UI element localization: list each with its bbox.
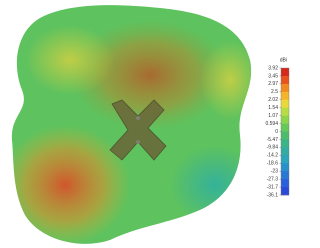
colorbar-segment <box>281 76 289 84</box>
colorbar-tick-label: -9.84 <box>267 145 279 151</box>
colorbar-tick-label: -23 <box>271 169 278 175</box>
colorbar-segment <box>281 155 289 163</box>
pattern-surface <box>0 5 260 245</box>
colorbar-segment <box>281 132 289 140</box>
colorbar-segment <box>281 116 289 124</box>
colorbar-tick-label: -31.7 <box>267 184 279 190</box>
colorbar-segment <box>281 147 289 155</box>
colorbar-tick-label: 2.97 <box>268 81 278 87</box>
colorbar-segment <box>281 187 289 195</box>
colorbar-tick-label: -27.3 <box>267 176 279 182</box>
chart: dBi 3.92 3.45 2.97 2.5 2.02 1.54 1.07 0.594 0 -5.… <box>0 0 292 248</box>
colorbar-segment <box>281 84 289 92</box>
colorbar-tick-label: -14.2 <box>267 153 279 159</box>
colorbar-tick-label: 0.594 <box>265 121 278 127</box>
colorbar-segment <box>281 179 289 187</box>
colorbar-segment <box>281 108 289 116</box>
colorbar-tick-label: 2.5 <box>271 89 278 95</box>
colorbar: 3.92 3.45 2.97 2.5 2.02 1.54 1.07 0.594 0 -5.47 -9… <box>265 65 289 198</box>
colorbar-tick-label: -36.1 <box>267 192 279 198</box>
colorbar-tick-label: 1.54 <box>268 105 278 111</box>
colorbar-tick-label: 1.07 <box>268 113 278 119</box>
colorbar-tick-label: -5.47 <box>267 137 279 143</box>
colorbar-segment <box>281 100 289 108</box>
colorbar-title: dBi <box>280 57 287 63</box>
colorbar-tick-label: 0 <box>275 129 278 135</box>
colorbar-segment <box>281 124 289 132</box>
colorbar-segment <box>281 139 289 147</box>
colorbar-tick-label: 3.92 <box>268 65 278 71</box>
colorbar-segment <box>281 171 289 179</box>
colorbar-tick-label: 3.45 <box>268 73 278 79</box>
page: dBi 3.92 3.45 2.97 2.5 2.02 1.54 1.07 0.594 0 -5.… <box>0 0 320 248</box>
colorbar-tick-label: -18.6 <box>267 161 279 167</box>
colorbar-tick-label: 2.02 <box>268 97 278 103</box>
colorbar-segment <box>281 68 289 76</box>
colorbar-segment <box>281 163 289 171</box>
colorbar-segment <box>281 92 289 100</box>
